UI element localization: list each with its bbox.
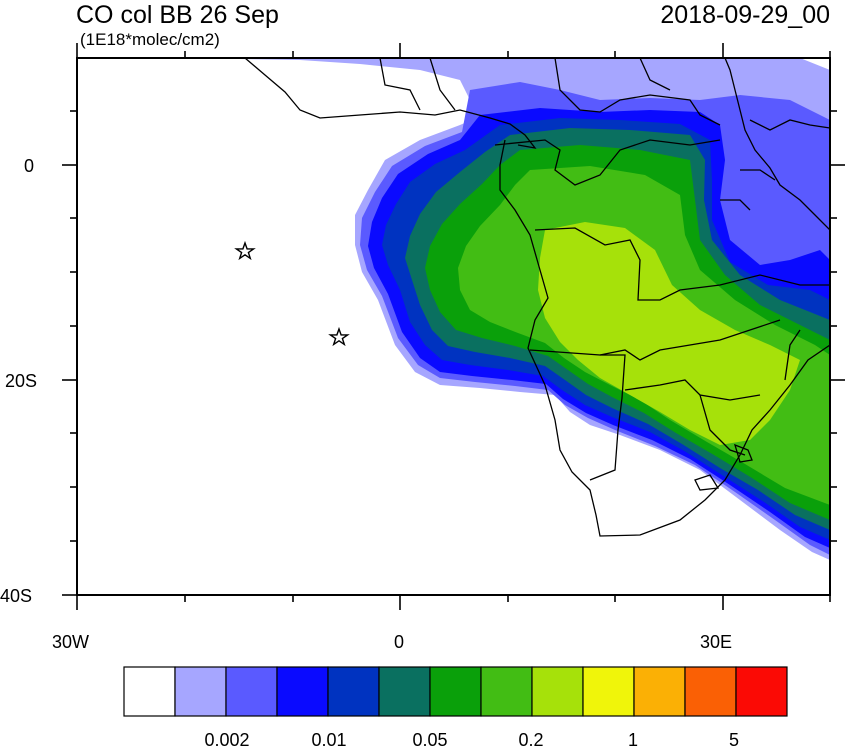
y-tick-label-40s: 40S xyxy=(0,586,33,606)
legend-label: 0.05 xyxy=(412,730,448,750)
units-label: (1E18*molec/cm2) xyxy=(80,30,220,49)
colorbar-swatch xyxy=(123,666,176,717)
colorbar-swatch xyxy=(276,666,329,717)
station-markers xyxy=(234,240,350,347)
x-tick-label-30e: 30E xyxy=(700,632,733,652)
legend-label: 5 xyxy=(728,730,740,750)
colorbar-swatch xyxy=(531,666,584,717)
colorbar-swatch xyxy=(735,666,788,717)
colorbar-swatch xyxy=(225,666,278,717)
legend-label: 0.2 xyxy=(518,730,544,750)
x-tick-label-0: 0 xyxy=(394,632,405,652)
colorbar-swatch xyxy=(582,666,635,717)
colorbar-swatch xyxy=(684,666,737,717)
y-tick-label-0: 0 xyxy=(24,156,35,176)
colorbar-swatch xyxy=(480,666,533,717)
legend-label: 0.002 xyxy=(204,730,250,750)
star-marker xyxy=(234,240,256,261)
star-marker xyxy=(328,326,350,347)
x-tick-label-30w: 30W xyxy=(52,632,90,652)
y-tick-label-20s: 20S xyxy=(5,371,38,391)
map-title: CO col BB 26 Sep xyxy=(76,1,279,29)
datetime-label: 2018-09-29_00 xyxy=(660,1,830,29)
colorbar-swatch xyxy=(174,666,227,717)
legend-label: 1 xyxy=(627,730,639,750)
colorbar-swatch xyxy=(633,666,686,717)
x-ticks xyxy=(76,43,831,610)
contour-yellow-green xyxy=(538,222,800,445)
colorbar-swatch xyxy=(327,666,380,717)
colorbar-swatch xyxy=(429,666,482,717)
co-field xyxy=(180,58,830,560)
colorbar xyxy=(123,666,788,717)
colorbar-swatch xyxy=(378,666,431,717)
legend-label: 0.01 xyxy=(311,730,347,750)
coastlines xyxy=(244,58,830,537)
y-ticks xyxy=(62,110,845,596)
